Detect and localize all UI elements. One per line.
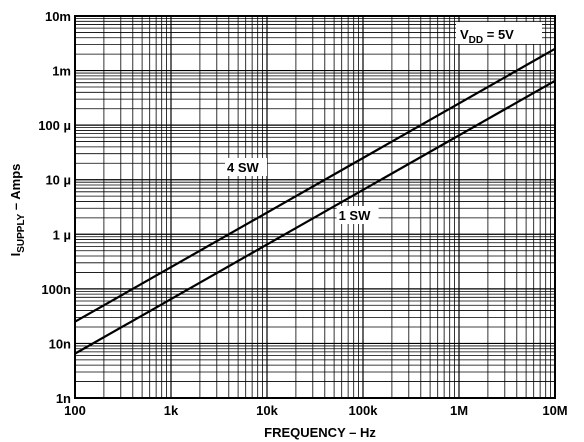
y-tick-label: 10m [45, 9, 71, 24]
series-lines [74, 47, 556, 355]
x-tick-label: 1k [164, 403, 179, 418]
y-tick-label: 10 µ [45, 173, 71, 188]
series-label: 1 SW [339, 208, 372, 223]
grid [74, 16, 555, 399]
series-line-1sw [74, 79, 556, 355]
y-tick-labels: 1n 10n 100n 1 µ 10 µ 100 µ 1m 10m [38, 9, 71, 406]
vdd-annotation: VDD = 5V [456, 22, 542, 46]
y-tick-label: 100n [41, 282, 71, 297]
y-tick-label: 1 µ [53, 227, 71, 242]
x-tick-label: 100 [64, 403, 86, 418]
series-label: 4 SW [227, 160, 260, 175]
x-tick-labels: 100 1k 10k 100k 1M 10M [64, 403, 568, 418]
series-label-bg [225, 158, 267, 176]
x-tick-label: 10M [542, 403, 567, 418]
plot-frame [74, 15, 556, 399]
x-tick-label: 1M [450, 403, 468, 418]
y-tick-label: 100 µ [38, 118, 71, 133]
y-tick-label: 1n [56, 391, 71, 406]
vdd-annotation-label: VDD = 5V [460, 27, 514, 46]
x-tick-label: 100k [349, 403, 379, 418]
y-tick-label: 10n [49, 336, 71, 351]
x-axis-title: FREQUENCY – Hz [264, 425, 376, 440]
vdd-annotation-bg [456, 22, 542, 44]
x-tick-label: 10k [256, 403, 278, 418]
series-label-bg [336, 206, 379, 224]
series-labels: 4 SW 1 SW [225, 158, 379, 224]
series-line-4sw [74, 47, 556, 323]
y-axis-title: ISUPPLY – Amps [8, 164, 27, 257]
y-tick-label: 1m [52, 64, 71, 79]
